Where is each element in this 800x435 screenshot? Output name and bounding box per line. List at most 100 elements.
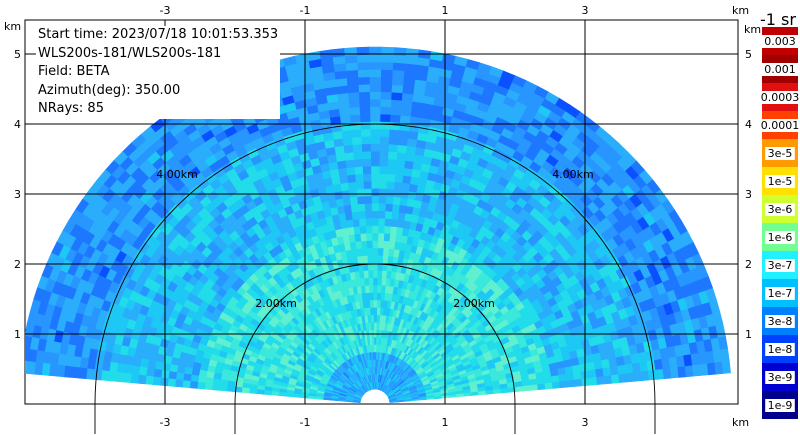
radar-cell bbox=[719, 347, 730, 362]
radar-cell bbox=[380, 292, 386, 301]
radar-cell bbox=[398, 204, 407, 214]
radar-cell bbox=[369, 299, 374, 308]
radar-cell bbox=[368, 277, 374, 286]
colorbar-label: 3e-7 bbox=[768, 259, 793, 272]
x-tick-label: 1 bbox=[442, 416, 449, 429]
range-ring-label: 2.00km bbox=[255, 297, 297, 310]
radar-cell bbox=[371, 210, 379, 219]
radar-cell bbox=[337, 167, 348, 177]
radar-cell bbox=[382, 255, 389, 264]
colorbar-label: 0.001 bbox=[764, 63, 796, 76]
radar-cell bbox=[370, 188, 380, 197]
radar-cell bbox=[376, 277, 382, 286]
radar-cell bbox=[368, 69, 382, 78]
radar-cell bbox=[390, 218, 399, 228]
radar-cell bbox=[381, 269, 388, 279]
radar-cell bbox=[371, 240, 379, 249]
radar-cell bbox=[368, 54, 382, 63]
radar-cell bbox=[392, 47, 407, 57]
radar-cell bbox=[357, 210, 366, 220]
colorbar-label: 0.0001 bbox=[761, 119, 800, 132]
radar-cell bbox=[348, 99, 360, 108]
radar-cell bbox=[377, 240, 384, 249]
radar-cell bbox=[391, 76, 404, 86]
radar-cell bbox=[349, 113, 361, 123]
radar-cell bbox=[100, 370, 110, 382]
range-ring-label: 2.00km bbox=[453, 297, 495, 310]
radar-cell bbox=[368, 76, 382, 85]
radar-cell bbox=[361, 158, 372, 167]
radar-cell bbox=[379, 121, 391, 130]
radar-cell bbox=[581, 377, 591, 387]
radar-cell bbox=[350, 121, 361, 131]
radar-cell bbox=[392, 61, 406, 71]
radar-cell bbox=[167, 371, 178, 380]
radar-cell bbox=[361, 247, 368, 257]
radar-cell bbox=[402, 167, 413, 177]
radar-cell bbox=[370, 173, 380, 182]
radar-cell bbox=[25, 348, 31, 362]
x-tick-label: -1 bbox=[300, 4, 311, 17]
radar-cell bbox=[388, 240, 396, 250]
radar-cell bbox=[380, 54, 394, 63]
radar-cell bbox=[380, 284, 386, 294]
radar-cell bbox=[364, 217, 373, 227]
radar-cell bbox=[351, 218, 360, 228]
radar-cell bbox=[211, 383, 221, 391]
radar-cell bbox=[369, 128, 381, 137]
radar-cell bbox=[373, 321, 377, 330]
radar-cell bbox=[396, 151, 407, 161]
radar-cell bbox=[662, 367, 672, 380]
radar-cell bbox=[369, 106, 381, 115]
radar-cell bbox=[368, 46, 382, 55]
radar-cell bbox=[357, 76, 370, 85]
radar-cell bbox=[344, 54, 358, 64]
radar-cell bbox=[383, 225, 391, 234]
radar-cell bbox=[379, 106, 391, 115]
radar-cell bbox=[380, 61, 394, 71]
radar-cell bbox=[78, 367, 88, 380]
radar-cell bbox=[378, 187, 387, 197]
radar-cell bbox=[360, 135, 371, 145]
radar-cell bbox=[721, 360, 731, 374]
radar-cell bbox=[559, 380, 568, 389]
radar-cell bbox=[363, 187, 372, 197]
radar-cell bbox=[365, 232, 373, 241]
field-text: Field: BETA bbox=[38, 64, 110, 79]
radar-cell bbox=[603, 374, 613, 385]
radar-cell bbox=[115, 371, 125, 383]
radar-cell bbox=[377, 247, 384, 256]
radar-cell bbox=[359, 113, 371, 123]
radar-cell bbox=[338, 107, 351, 117]
radar-cell bbox=[182, 380, 191, 389]
radar-cell bbox=[369, 113, 381, 122]
radar-cell bbox=[345, 166, 356, 176]
radar-cell bbox=[361, 143, 371, 152]
radar-cell bbox=[389, 225, 398, 235]
radar-cell bbox=[371, 202, 379, 211]
radar-cell bbox=[358, 217, 367, 227]
radar-cell bbox=[379, 91, 392, 100]
axis-unit-label: km bbox=[744, 23, 761, 36]
radar-cell bbox=[383, 232, 391, 242]
radar-cell bbox=[376, 314, 381, 323]
radar-cell bbox=[391, 203, 400, 213]
radar-cell bbox=[640, 370, 650, 382]
radar-cell bbox=[341, 129, 353, 139]
range-ring-label: 4.00km bbox=[156, 168, 198, 181]
radar-cell bbox=[351, 136, 362, 146]
radar-cell bbox=[399, 196, 408, 207]
radar-cell bbox=[354, 173, 364, 183]
radar-cell bbox=[338, 174, 349, 184]
radar-cell bbox=[393, 181, 403, 191]
radar-cell bbox=[372, 277, 378, 286]
radar-cell bbox=[174, 379, 184, 388]
azimuth-text: Azimuth(deg): 350.00 bbox=[38, 82, 181, 98]
colorbar-label: 1e-9 bbox=[768, 399, 793, 412]
radar-cell bbox=[343, 151, 354, 161]
colorbar-label: 0.0003 bbox=[761, 91, 800, 104]
radar-cell bbox=[371, 217, 379, 226]
radar-cell bbox=[376, 299, 381, 308]
instrument-text: WLS200s-181/WLS200s-181 bbox=[38, 45, 222, 61]
radar-cell bbox=[370, 180, 380, 189]
